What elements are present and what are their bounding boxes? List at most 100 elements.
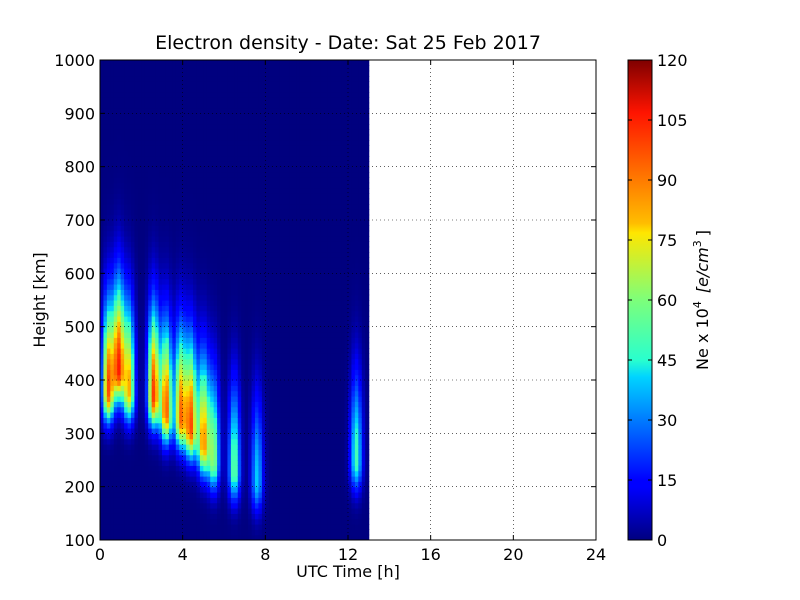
heatmap-cell: [117, 60, 122, 66]
heatmap-cell: [237, 529, 242, 536]
heatmap-cell: [237, 310, 242, 317]
heatmap-cell: [210, 188, 215, 194]
heatmap-cell: [168, 134, 173, 141]
heatmap-cell: [165, 140, 170, 146]
heatmap-cell: [286, 470, 291, 477]
heatmap-cell: [199, 209, 204, 216]
heatmap-cell: [120, 236, 125, 242]
heatmap-cell: [230, 161, 235, 168]
heatmap-cell: [268, 118, 273, 125]
heatmap-cell: [289, 481, 294, 488]
heatmap-cell: [127, 193, 132, 200]
heatmap-cell: [103, 284, 108, 290]
heatmap-cell: [196, 134, 201, 141]
heatmap-cell: [234, 529, 239, 536]
heatmap-cell: [127, 156, 132, 162]
heatmap-cell: [137, 124, 142, 130]
heatmap-cell: [120, 534, 125, 540]
heatmap-cell: [286, 86, 291, 93]
heatmap-cell: [279, 348, 284, 354]
heatmap-cell: [206, 534, 211, 540]
heatmap-cell: [120, 241, 125, 248]
heatmap-cell: [193, 486, 198, 493]
heatmap-cell: [189, 369, 194, 376]
heatmap-cell: [220, 209, 225, 216]
heatmap-cell: [248, 225, 253, 232]
heatmap-cell: [144, 145, 149, 152]
heatmap-cell: [255, 252, 260, 258]
heatmap-cell: [199, 268, 204, 274]
heatmap-cell: [103, 252, 108, 258]
heatmap-cell: [255, 300, 260, 306]
heatmap-cell: [144, 236, 149, 242]
heatmap-cell: [210, 300, 215, 306]
heatmap-cell: [248, 326, 253, 333]
heatmap-cell: [179, 305, 184, 312]
heatmap-cell: [172, 193, 177, 200]
heatmap-cell: [234, 113, 239, 120]
heatmap-cell: [117, 332, 122, 338]
heatmap-cell: [213, 161, 218, 168]
heatmap-cell: [103, 60, 108, 66]
heatmap-cell: [155, 454, 160, 461]
heatmap-cell: [241, 380, 246, 386]
heatmap-cell: [151, 342, 156, 349]
heatmap-cell: [175, 348, 180, 354]
heatmap-cell: [151, 140, 156, 146]
heatmap-cell: [182, 492, 187, 498]
heatmap-cell: [127, 262, 132, 269]
heatmap-cell: [268, 188, 273, 194]
heatmap-cell: [237, 300, 242, 306]
heatmap-cell: [131, 508, 136, 514]
heatmap-cell: [151, 444, 156, 450]
heatmap-cell: [251, 209, 256, 216]
heatmap-cell: [282, 188, 287, 194]
heatmap-cell: [168, 524, 173, 530]
heatmap-cell: [168, 369, 173, 376]
heatmap-cell: [141, 150, 146, 157]
heatmap-cell: [182, 401, 187, 408]
heatmap-cell: [127, 433, 132, 440]
heatmap-cell: [131, 513, 136, 520]
heatmap-cell: [103, 524, 108, 530]
heatmap-cell: [179, 358, 184, 365]
heatmap-cell: [144, 428, 149, 434]
heatmap-cell: [189, 358, 194, 365]
heatmap-cell: [241, 129, 246, 136]
heatmap-cell: [189, 289, 194, 296]
heatmap-cell: [131, 481, 136, 488]
heatmap-cell: [172, 492, 177, 498]
heatmap-cell: [227, 412, 232, 418]
heatmap-cell: [175, 300, 180, 306]
heatmap-cell: [217, 518, 222, 525]
heatmap-cell: [172, 161, 177, 168]
heatmap-cell: [237, 422, 242, 429]
heatmap-cell: [275, 236, 280, 242]
heatmap-cell: [203, 124, 208, 130]
heatmap-cell: [158, 412, 163, 418]
heatmap-cell: [234, 326, 239, 333]
heatmap-cell: [162, 428, 167, 434]
heatmap-cell: [217, 508, 222, 514]
heatmap-cell: [224, 406, 229, 413]
heatmap-cell: [189, 193, 194, 200]
heatmap-cell: [106, 140, 111, 146]
heatmap-cell: [237, 465, 242, 472]
heatmap-cell: [258, 182, 263, 189]
heatmap-cell: [234, 481, 239, 488]
heatmap-cell: [172, 156, 177, 162]
heatmap-cell: [117, 92, 122, 98]
heatmap-cell: [155, 513, 160, 520]
heatmap-cell: [182, 534, 187, 540]
heatmap-cell: [124, 326, 129, 333]
heatmap-cell: [210, 204, 215, 210]
heatmap-cell: [162, 241, 167, 248]
heatmap-cell: [289, 396, 294, 402]
heatmap-cell: [237, 321, 242, 328]
heatmap-cell: [110, 337, 115, 344]
heatmap-cell: [131, 444, 136, 450]
heatmap-cell: [244, 124, 249, 130]
heatmap-cell: [127, 422, 132, 429]
heatmap-cell: [241, 460, 246, 466]
heatmap-cell: [162, 102, 167, 109]
